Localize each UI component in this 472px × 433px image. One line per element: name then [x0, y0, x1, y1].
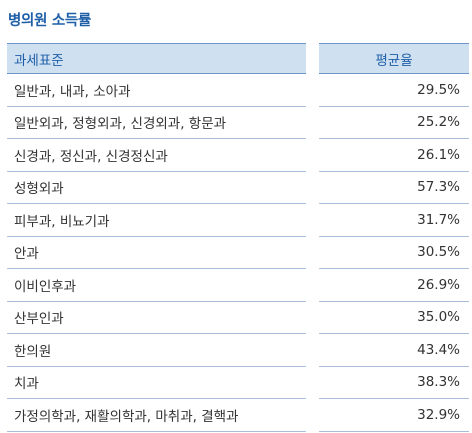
row-category: 일반과, 내과, 소아과 [7, 74, 306, 107]
table-row: 가정의학과, 재활의학과, 마취과, 결핵과 32.9% [7, 399, 469, 432]
row-average: 26.9% [319, 269, 469, 302]
table-row: 한의원 43.4% [7, 334, 469, 367]
row-average: 35.0% [319, 302, 469, 334]
income-rate-table: 과세표준 평균율 일반과, 내과, 소아과 29.5% 일반외과, 정형외과, … [7, 43, 469, 432]
page-title: 병의원 소득률 [8, 13, 91, 29]
row-average: 57.3% [319, 172, 469, 204]
row-category: 한의원 [7, 334, 306, 367]
table-row: 안과 30.5% [7, 237, 469, 269]
row-average: 38.3% [319, 367, 469, 399]
header-category: 과세표준 [7, 43, 306, 74]
row-category: 안과 [7, 237, 306, 269]
row-category: 치과 [7, 367, 306, 399]
row-category: 가정의학과, 재활의학과, 마취과, 결핵과 [7, 399, 306, 432]
table-row: 일반외과, 정형외과, 신경외과, 항문과 25.2% [7, 107, 469, 139]
table-row: 피부과, 비뇨기과 31.7% [7, 204, 469, 237]
header-average: 평균율 [319, 43, 469, 74]
row-category: 이비인후과 [7, 269, 306, 302]
table-row: 신경과, 정신과, 신경정신과 26.1% [7, 139, 469, 172]
row-category: 산부인과 [7, 302, 306, 334]
row-average: 31.7% [319, 204, 469, 237]
row-average: 26.1% [319, 139, 469, 172]
table-row: 일반과, 내과, 소아과 29.5% [7, 74, 469, 107]
table-row: 치과 38.3% [7, 367, 469, 399]
row-average: 43.4% [319, 334, 469, 367]
row-average: 29.5% [319, 74, 469, 107]
table-header-row: 과세표준 평균율 [7, 43, 469, 74]
row-average: 32.9% [319, 399, 469, 432]
row-average: 25.2% [319, 107, 469, 139]
table-row: 산부인과 35.0% [7, 302, 469, 334]
table-row: 이비인후과 26.9% [7, 269, 469, 302]
row-category: 성형외과 [7, 172, 306, 204]
row-category: 피부과, 비뇨기과 [7, 204, 306, 237]
row-category: 일반외과, 정형외과, 신경외과, 항문과 [7, 107, 306, 139]
row-average: 30.5% [319, 237, 469, 269]
row-category: 신경과, 정신과, 신경정신과 [7, 139, 306, 172]
table-row: 성형외과 57.3% [7, 172, 469, 204]
